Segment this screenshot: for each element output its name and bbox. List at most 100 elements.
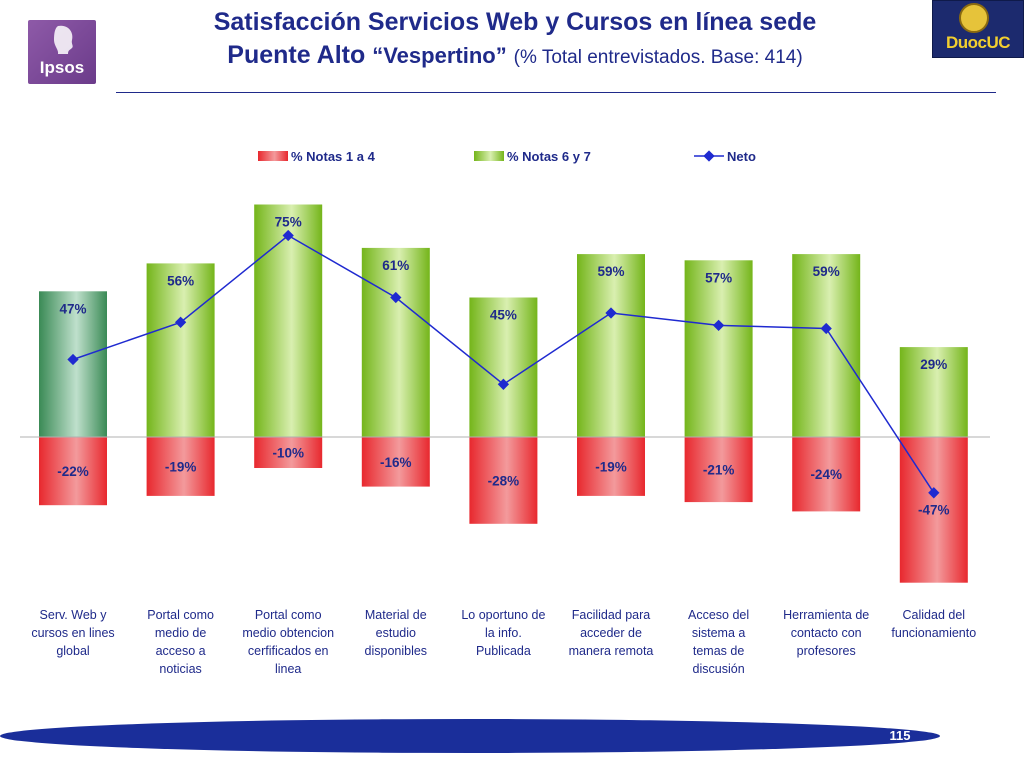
bar-notas-1-4 [899,437,968,583]
bar-notas-6-7 [792,254,861,437]
legend-label: % Notas 1 a 4 [291,149,376,164]
bar-notas-1-4 [577,437,645,496]
category-label: Facilidad para acceder de manera remota [559,606,663,660]
bar-notas-6-7 [469,297,538,437]
category-label: Calidad del funcionamiento [882,606,986,642]
negative-value-label: -21% [703,463,735,478]
ipsos-logo: Ipsos [28,20,96,84]
category-label-line: estudio [375,626,416,640]
legend-swatch [258,151,288,161]
category-label-line: temas de [692,644,745,658]
bar-notas-6-7 [684,260,753,437]
footer-band [0,719,940,753]
negative-value-label: -22% [57,464,89,479]
legend-marker [703,150,715,162]
category-label-line: profesores [796,644,856,658]
seal-icon [959,3,989,33]
ipsos-logo-text: Ipsos [39,58,85,77]
category-label-line: disponibles [364,644,428,658]
chart-legend: % Notas 1 a 4 % Notas 6 y 7 Neto [258,149,756,164]
duoc-logo-text: DuocUC [945,33,1011,52]
category-label-line: global [56,644,90,658]
category-label-line: medio obtencion [242,626,335,640]
bar-notas-1-4 [792,437,861,512]
category-label-line: Herramienta de [783,608,870,622]
page-number: 115 [889,728,911,743]
net-point [928,487,940,499]
bar-notas-1-4 [684,437,753,503]
net-point [820,322,832,335]
negative-value-label: -28% [488,473,520,488]
negative-value-label: -16% [380,455,412,470]
net-point [605,307,617,319]
bar-notas-1-4 [469,437,538,524]
bar-notas-1-4 [254,437,323,468]
category-label: Herramienta de contacto con profesores [774,606,878,660]
category-label-line: linea [274,662,302,676]
category-label-line: Publicada [475,644,531,658]
positive-value-label: 59% [597,264,624,279]
positive-value-label: 45% [490,308,517,323]
category-label-line: contacto con [790,626,862,640]
category-label-line: manera remota [568,644,654,658]
bar-notas-6-7 [899,347,968,437]
legend-swatch [474,151,504,161]
bar-notas-1-4 [361,437,430,487]
duoc-logo: DuocUC [932,0,1024,58]
category-label-line: noticias [159,662,202,676]
category-label-line: acceder de [580,626,642,640]
category-label-line: la info. [484,626,522,640]
title-divider [116,92,996,93]
head-profile-icon [54,25,73,54]
title-line-1: Satisfacción Servicios Web y Cursos en l… [213,8,817,36]
positive-value-label: 75% [275,215,302,230]
positive-value-label: 47% [59,301,86,316]
negative-value-label: -19% [595,459,627,474]
net-point [174,316,187,328]
category-label-line: Acceso del [688,608,750,622]
category-label-line: funcionamiento [891,626,977,640]
category-label-line: medio de [154,626,207,640]
category-label-line: cursos en lines [31,626,115,640]
category-label-line: Lo oportuno de [461,608,546,622]
category-label-line: Facilidad para [571,608,651,622]
bar-notas-1-4 [146,437,215,496]
category-label-line: Material de [364,608,427,622]
net-point [712,319,725,332]
category-label-line: sistema a [691,626,746,640]
positive-value-label: 29% [920,357,947,372]
category-label-line: Serv. Web y [39,608,107,622]
negative-value-label: -10% [272,446,304,461]
category-label: Portal como medio obtencion cerfificados e… [236,606,340,678]
category-label: Material de estudio disponibles [344,606,448,660]
legend-label: % Notas 6 y 7 [507,149,591,164]
category-label-line: cerfificados en [247,644,329,658]
category-label: Lo oportuno de la info. Publicada [451,606,555,660]
legend-label: Neto [727,149,756,164]
positive-value-label: 61% [382,258,409,273]
bar-notas-1-4 [39,437,107,506]
bar-notas-6-7 [254,204,323,437]
title-line-2: Puente Alto “Vespertino” (% Total entrev… [110,39,920,74]
category-label-line: discusión [692,662,745,676]
negative-value-label: -19% [165,459,197,474]
category-label: Serv. Web y cursos en lines global [21,606,125,660]
chart-bars [39,204,968,583]
negative-value-label: -24% [810,467,842,482]
category-label-line: Portal como [254,608,322,622]
negative-value-label: -47% [918,503,950,518]
footer-ellipse [0,719,940,753]
chart: % Notas 1 a 4 % Notas 6 y 7 Neto 47% 56% 75%… [20,149,990,583]
net-point [282,229,294,242]
title-place: Puente Alto [227,41,366,69]
category-label-line: acceso a [155,644,206,658]
data-labels: 47% 56% 75% 61% 45% 59% 57% 59% 29% -22% -19% -10% -… [57,215,949,518]
category-label-line: Portal como [147,608,214,622]
category-label: Portal como medio de acceso a noticias [129,606,233,678]
net-point [390,291,402,304]
positive-value-label: 57% [705,270,732,285]
bar-notas-6-7 [361,247,430,437]
positive-value-label: 56% [167,273,194,288]
page-title: Satisfacción Servicios Web y Cursos en l… [110,6,920,74]
net-point [497,378,510,390]
